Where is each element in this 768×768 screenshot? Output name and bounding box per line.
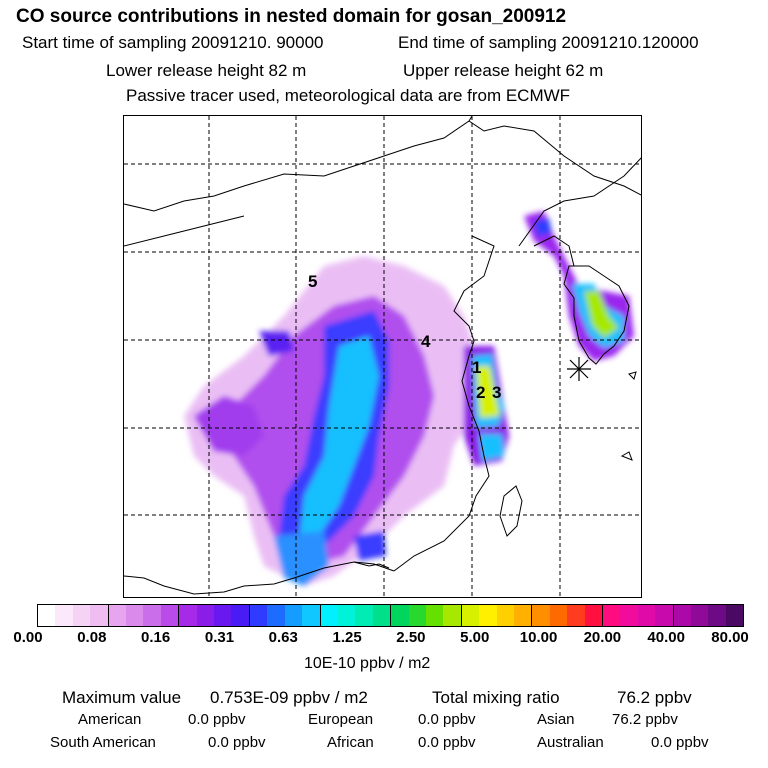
region-label-5: 5 — [308, 272, 317, 291]
colorbar-segment — [90, 605, 109, 626]
colorbar-segment — [214, 605, 232, 626]
colorbar-segment — [620, 605, 638, 626]
colorbar-segment — [302, 605, 321, 626]
coastlines — [124, 116, 641, 595]
tracer-note: Passive tracer used, meteorological data… — [126, 86, 571, 105]
colorbar-segment — [55, 605, 73, 626]
colorbar-segment — [108, 605, 127, 626]
asian-value: 76.2 ppbv — [612, 711, 678, 728]
colorbar-segment — [126, 605, 144, 626]
colorbar-segment — [408, 605, 426, 626]
end-time-label: End time of sampling 20091210.120000 — [398, 33, 699, 52]
colorbar-segment — [160, 605, 180, 626]
total-mixing-label: Total mixing ratio — [432, 688, 560, 707]
start-time-label: Start time of sampling 20091210. 90000 — [22, 33, 324, 52]
colorbar-segment — [337, 605, 356, 626]
upper-release-label: Upper release height 62 m — [403, 61, 604, 80]
colorbar-segment — [549, 605, 568, 626]
colorbar-segment — [372, 605, 392, 626]
colorbar-unit: 10E-10 ppbv / m2 — [304, 655, 431, 672]
colorbar-segment — [637, 605, 656, 626]
colorbar-segment — [584, 605, 603, 626]
total-mixing-value: 76.2 ppbv — [617, 688, 692, 707]
colorbar-tick-label: 10.00 — [519, 629, 558, 646]
australian-value: 0.0 ppbv — [651, 734, 709, 751]
colorbar-tick-label: 0.63 — [268, 629, 298, 646]
european-label: European — [308, 711, 374, 728]
region-label-4: 4 — [421, 332, 431, 351]
colorbar-segment — [391, 605, 409, 626]
colorbar-segment — [479, 605, 497, 626]
region-label-3: 3 — [492, 383, 501, 402]
australian-label: Australian — [537, 734, 604, 751]
colorbar-segment — [231, 605, 250, 626]
colorbar-segment — [655, 605, 674, 626]
concentration-field — [184, 211, 634, 586]
colorbar-segment — [532, 605, 550, 626]
colorbar-segment — [72, 605, 91, 626]
region-label-2: 2 — [476, 383, 485, 402]
colorbar-segment — [38, 605, 56, 626]
map-canvas: 5 4 1 2 3 — [124, 116, 641, 597]
asian-label: Asian — [537, 711, 575, 728]
region-label-1: 1 — [472, 358, 481, 377]
colorbar-segment — [425, 605, 444, 626]
colorbar-segment — [284, 605, 303, 626]
receptor-asterisk-icon — [567, 357, 591, 381]
colorbar-segment — [179, 605, 197, 626]
colorbar-segment — [725, 605, 744, 626]
colorbar-tick-label: 2.50 — [396, 629, 426, 646]
american-label: American — [78, 711, 142, 728]
colorbar-segment — [196, 605, 215, 626]
colorbar-segment — [496, 605, 514, 626]
colorbar-segment — [673, 605, 692, 626]
european-value: 0.0 ppbv — [418, 711, 476, 728]
colorbar-segment — [603, 605, 621, 626]
colorbar-segment — [320, 605, 338, 626]
colorbar-tick-label: 20.00 — [583, 629, 622, 646]
south-american-label: South American — [50, 734, 156, 751]
map-panel: 5 4 1 2 3 — [123, 115, 642, 598]
colorbar-tick-label: 0.16 — [141, 629, 171, 646]
colorbar-segment — [443, 605, 462, 626]
colorbar-tick-label: 0.31 — [204, 629, 235, 646]
colorbar-segment — [691, 605, 709, 626]
colorbar-segment — [143, 605, 161, 626]
colorbar-tick-label: 0.00 — [13, 629, 43, 646]
colorbar-tick-label: 5.00 — [460, 629, 490, 646]
colorbar-tick-label: 40.00 — [647, 629, 685, 646]
colorbar-segment — [355, 605, 373, 626]
colorbar-segment — [249, 605, 268, 626]
african-value: 0.0 ppbv — [418, 734, 476, 751]
south-american-value: 0.0 ppbv — [208, 734, 266, 751]
african-label: African — [327, 734, 374, 751]
colorbar-segment — [461, 605, 480, 626]
colorbar-segment — [567, 605, 585, 626]
colorbar-tick-label: 1.25 — [332, 629, 362, 646]
colorbar-segment — [513, 605, 533, 626]
lat-lon-grid — [124, 116, 641, 597]
colorbar — [37, 604, 744, 627]
colorbar-segment — [267, 605, 285, 626]
colorbar-tick-label: 0.08 — [77, 629, 107, 646]
colorbar-tick-label: 80.00 — [711, 629, 749, 646]
max-value-label: Maximum value — [62, 688, 182, 707]
max-value: 0.753E-09 ppbv / m2 — [210, 688, 368, 707]
lower-release-label: Lower release height 82 m — [106, 61, 307, 80]
american-value: 0.0 ppbv — [188, 711, 246, 728]
plot-title: CO source contributions in nested domain… — [16, 6, 567, 27]
colorbar-segment — [708, 605, 726, 626]
